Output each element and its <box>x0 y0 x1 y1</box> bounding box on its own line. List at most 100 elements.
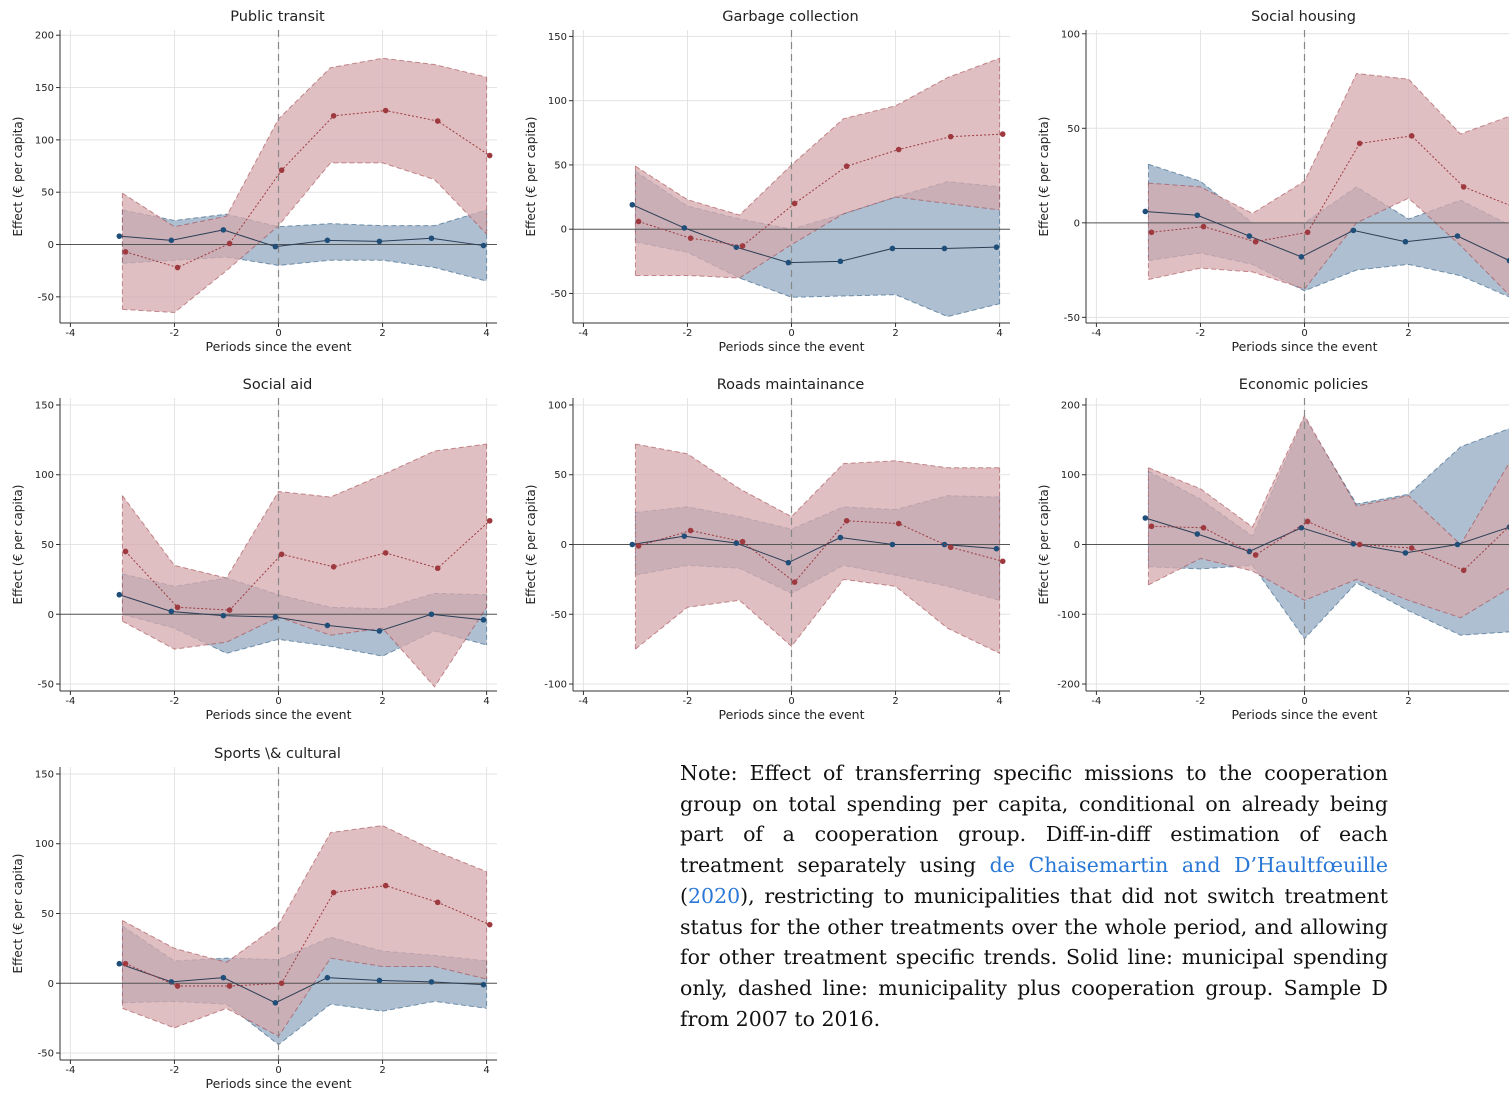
x-tick-label: -4 <box>578 328 588 339</box>
point-dashed <box>486 921 493 928</box>
series-line-dashed <box>638 520 1003 583</box>
y-tick-label: 200 <box>1061 400 1080 411</box>
point-solid <box>1402 238 1409 245</box>
point-dashed <box>1408 133 1415 139</box>
chart-title: Public transit <box>230 9 325 25</box>
point-solid <box>629 201 636 208</box>
point-solid <box>168 237 175 244</box>
y-axis-label: Effect (€ per capita) <box>11 854 25 974</box>
x-axis-label: Periods since the event <box>719 339 865 354</box>
y-tick-label: 100 <box>35 135 54 146</box>
point-solid <box>629 541 636 548</box>
point-solid <box>837 534 844 541</box>
point-solid <box>116 591 123 598</box>
x-tick-label: 2 <box>379 328 385 339</box>
point-solid <box>324 622 331 629</box>
x-tick-label: 4 <box>483 328 489 339</box>
point-dashed <box>1356 541 1363 548</box>
y-tick-label: 50 <box>1067 124 1080 135</box>
y-tick-label: 100 <box>35 839 54 850</box>
ci-upper-edge <box>122 209 487 228</box>
y-tick-label: 100 <box>548 400 567 411</box>
point-solid <box>428 979 435 985</box>
note-citation-year-link[interactable]: 2020 <box>688 883 741 908</box>
y-tick-label: 50 <box>554 470 567 481</box>
point-solid <box>116 233 123 239</box>
point-dashed <box>947 544 954 551</box>
point-dashed <box>1148 229 1155 236</box>
point-solid <box>837 258 844 265</box>
point-solid <box>1298 524 1305 531</box>
note-text-a: Effect of transferring specific missions… <box>680 761 1388 878</box>
ci-lower-edge <box>1148 564 1509 640</box>
x-tick-label: 2 <box>1405 696 1411 707</box>
ci-upper-edge <box>1148 414 1509 546</box>
chart-title: Garbage collection <box>722 9 858 25</box>
series-line-dashed <box>125 110 490 269</box>
series-line-dashed <box>1151 135 1509 243</box>
ci-lower-edge <box>1148 197 1509 296</box>
point-solid <box>480 242 487 249</box>
point-dashed <box>1460 184 1467 190</box>
chart-svg: Roads maintainance -100 -50 0 50 100 -4 -2 0 2 4 Pe… <box>524 377 1010 722</box>
point-dashed <box>635 218 642 225</box>
y-tick-label: 50 <box>41 188 54 199</box>
x-axis-label: Periods since the event <box>1232 707 1378 722</box>
point-dashed <box>791 579 798 585</box>
y-tick-label: 150 <box>35 769 54 780</box>
series-line-solid <box>632 204 997 264</box>
series-line-solid <box>119 594 484 632</box>
point-solid <box>1142 208 1149 215</box>
point-solid <box>1454 233 1461 239</box>
point-solid <box>1246 233 1253 239</box>
x-tick-label: 0 <box>275 696 281 707</box>
point-dashed <box>1252 552 1259 558</box>
point-dashed <box>739 538 746 545</box>
x-tick-label: -2 <box>682 328 692 339</box>
note-citation-link[interactable]: de Chaisemartin and D’Haultfœuille <box>989 853 1388 878</box>
figure-note: Note: Effect of transferring specific mi… <box>680 758 1388 1034</box>
y-tick-label: -50 <box>1064 313 1080 324</box>
ci-band-solid <box>635 171 1000 317</box>
x-tick-label: 2 <box>379 1065 385 1076</box>
x-tick-label: -4 <box>65 328 75 339</box>
ci-lower-edge <box>635 578 1000 654</box>
x-tick-label: -2 <box>1195 696 1205 707</box>
point-solid <box>733 540 740 546</box>
point-dashed <box>1356 140 1363 147</box>
x-tick-label: 2 <box>892 696 898 707</box>
series-line-solid <box>119 229 484 248</box>
point-dashed <box>382 550 389 556</box>
point-solid <box>785 259 792 266</box>
point-solid <box>116 960 123 967</box>
point-dashed <box>330 889 337 896</box>
point-solid <box>428 235 435 242</box>
series-line-dashed <box>125 885 490 987</box>
point-solid <box>480 981 487 988</box>
point-dashed <box>486 517 493 524</box>
point-solid <box>220 227 227 233</box>
y-tick-label: -100 <box>544 680 567 691</box>
x-tick-label: -2 <box>682 696 692 707</box>
ci-lower-edge <box>1148 557 1509 619</box>
point-dashed <box>843 517 850 524</box>
ci-upper-edge <box>122 825 487 963</box>
ci-upper-edge <box>635 443 1000 518</box>
y-tick-label: 150 <box>35 400 54 411</box>
point-dashed <box>330 113 337 119</box>
point-solid <box>1506 257 1509 264</box>
y-tick-label: -50 <box>38 292 54 303</box>
chart-public-transit: Public transit -50 0 50 100 150 200 -4 -2 0 2 4 Peri… <box>0 0 500 355</box>
point-solid <box>428 611 435 618</box>
note-text-b: ( <box>680 883 688 908</box>
y-axis-label: Effect (€ per capita) <box>1037 117 1051 237</box>
chart-svg: Social aid -50 0 50 100 150 -4 -2 0 2 4 Periods sin… <box>11 377 497 722</box>
y-tick-label: 0 <box>48 610 54 621</box>
point-solid <box>376 628 383 634</box>
ci-upper-edge <box>1148 416 1509 537</box>
point-solid <box>1142 515 1149 521</box>
chart-social-aid: Social aid -50 0 50 100 150 -4 -2 0 2 4 Periods sin… <box>0 368 500 723</box>
x-tick-label: 0 <box>788 328 794 339</box>
point-solid <box>376 238 383 245</box>
point-dashed <box>999 558 1006 565</box>
